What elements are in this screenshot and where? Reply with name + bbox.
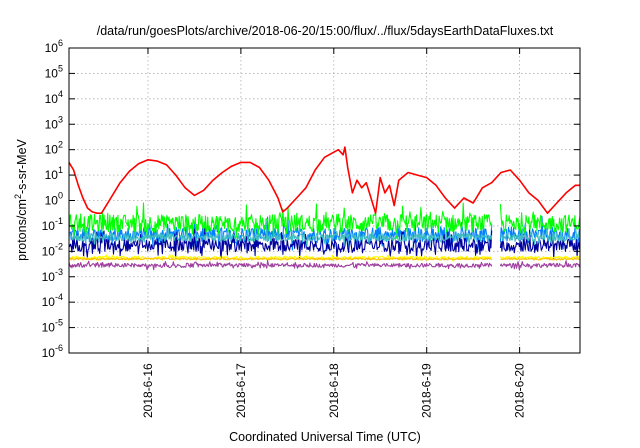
series-line bbox=[500, 257, 581, 261]
series-line bbox=[499, 227, 581, 246]
y-tick-exponent: 2 bbox=[58, 140, 63, 150]
y-tick-label: 103 bbox=[45, 114, 63, 131]
y-tick-base: 10 bbox=[42, 321, 56, 335]
y-tick-base: 10 bbox=[45, 92, 59, 106]
y-tick-label: 10-4 bbox=[42, 292, 63, 309]
y-tick-base: 10 bbox=[42, 270, 56, 284]
y-axis-label: protons/cm2-s-sr-MeV bbox=[13, 138, 29, 260]
x-tick-label: 2018-6-18 bbox=[327, 363, 341, 418]
y-tick-label: 101 bbox=[45, 165, 63, 182]
y-tick-label: 105 bbox=[45, 63, 63, 80]
series-line bbox=[499, 229, 581, 259]
series-line bbox=[499, 260, 581, 271]
y-tick-base: 10 bbox=[45, 117, 59, 131]
x-tick-label: 2018-6-19 bbox=[420, 363, 434, 418]
series-line bbox=[68, 259, 493, 271]
y-tick-label: 102 bbox=[45, 140, 63, 157]
y-axis-label-main: protons/cm bbox=[15, 199, 29, 261]
y-tick-exponent: 5 bbox=[58, 63, 63, 73]
y-tick-label: 10-5 bbox=[42, 318, 63, 335]
y-axis-label-sup: 2 bbox=[13, 194, 23, 199]
y-tick-base: 10 bbox=[42, 219, 56, 233]
series-line bbox=[68, 146, 580, 214]
y-tick-label: 10-1 bbox=[42, 216, 63, 233]
x-tick-label: 2018-6-17 bbox=[234, 363, 248, 418]
y-tick-label: 104 bbox=[45, 89, 63, 106]
y-tick-base: 10 bbox=[45, 143, 59, 157]
y-tick-exponent: -2 bbox=[55, 241, 63, 251]
y-tick-label: 10-3 bbox=[42, 267, 63, 284]
y-axis-label-rest: -s-sr-MeV bbox=[15, 138, 29, 194]
grid-lines bbox=[69, 48, 580, 353]
y-tick-exponent: 4 bbox=[58, 89, 63, 99]
series-line bbox=[499, 204, 581, 235]
series-line bbox=[68, 228, 493, 260]
series-line bbox=[68, 202, 493, 241]
chart-title: /data/run/goesPlots/archive/2018-06-20/1… bbox=[97, 24, 554, 38]
y-tick-exponent: -3 bbox=[55, 267, 63, 277]
y-tick-base: 10 bbox=[42, 295, 56, 309]
y-tick-exponent: -1 bbox=[55, 216, 63, 226]
x-axis-ticks: 2018-6-16 2018-6-17 2018-6-18 2018-6-19 2018… bbox=[141, 48, 527, 418]
y-tick-base: 10 bbox=[45, 41, 59, 55]
y-tick-base: 10 bbox=[45, 168, 59, 182]
y-tick-exponent: 3 bbox=[58, 114, 63, 124]
y-tick-label: 100 bbox=[45, 191, 63, 208]
y-tick-base: 10 bbox=[42, 244, 56, 258]
y-tick-exponent: 6 bbox=[58, 38, 63, 48]
y-tick-label: 10-2 bbox=[42, 241, 63, 258]
y-tick-label: 106 bbox=[45, 38, 63, 55]
y-tick-base: 10 bbox=[45, 66, 59, 80]
y-tick-exponent: 0 bbox=[58, 191, 63, 201]
x-tick-label: 2018-6-16 bbox=[141, 363, 155, 418]
y-tick-exponent: -6 bbox=[55, 343, 63, 353]
x-tick-label: 2018-6-20 bbox=[513, 363, 527, 418]
y-tick-exponent: -5 bbox=[55, 318, 63, 328]
series-layer bbox=[68, 146, 581, 271]
y-tick-exponent: -4 bbox=[55, 292, 63, 302]
y-tick-label: 10-6 bbox=[42, 343, 63, 360]
y-tick-exponent: 1 bbox=[58, 165, 63, 175]
x-axis-label: Coordinated Universal Time (UTC) bbox=[229, 430, 421, 444]
series-line bbox=[69, 227, 493, 247]
series-line bbox=[68, 257, 493, 261]
y-axis-ticks: 10-610-510-410-310-210-11001011021031041… bbox=[42, 38, 580, 360]
y-tick-base: 10 bbox=[45, 194, 59, 208]
y-tick-base: 10 bbox=[42, 346, 56, 360]
